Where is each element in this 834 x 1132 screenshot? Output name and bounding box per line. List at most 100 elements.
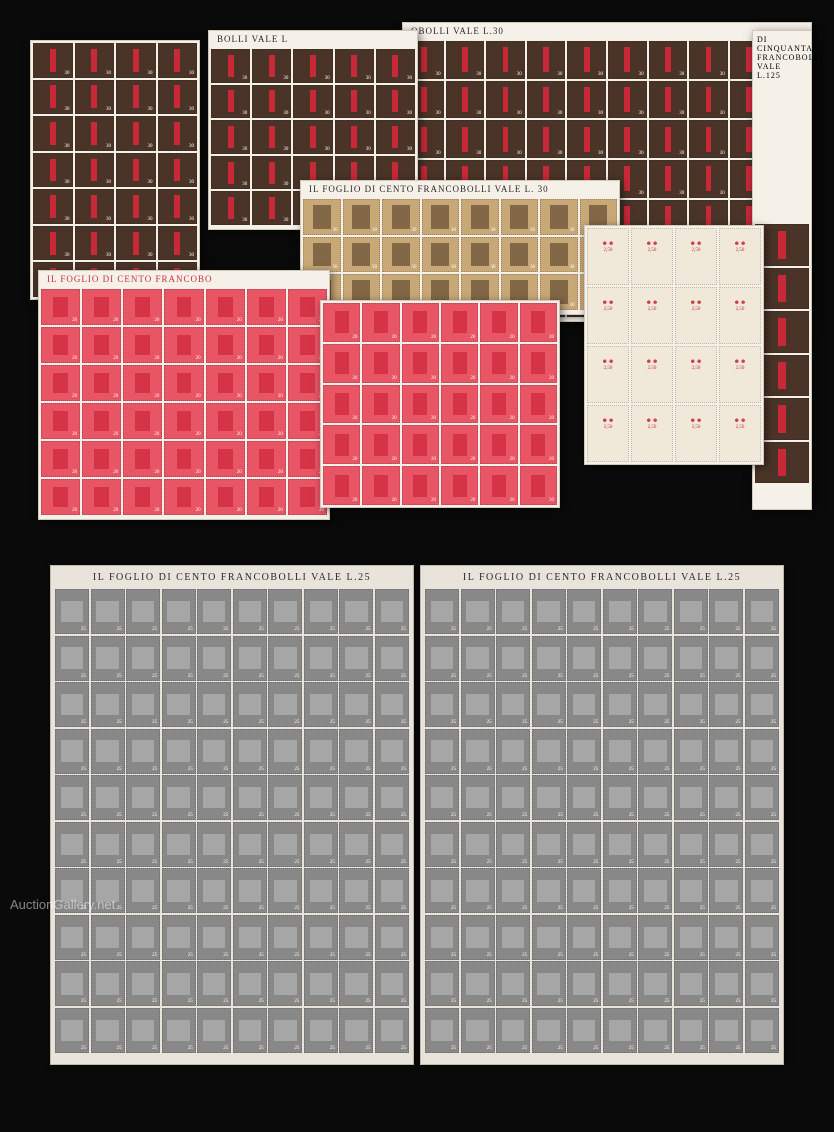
stamp: 30 (608, 81, 647, 119)
stamp: 25 (461, 1008, 495, 1053)
stamp: 20 (323, 466, 360, 505)
stamp: 25 (567, 775, 601, 820)
stamp: 25 (674, 1008, 708, 1053)
stamp: 25 (425, 775, 459, 820)
stamp: 30 (461, 237, 499, 273)
stamp: 20 (82, 441, 121, 477)
stamp: 25 (567, 729, 601, 774)
stamp: 25 (339, 682, 373, 727)
stamp: 30 (376, 120, 415, 154)
stamp-grid: 2525252525252525252525252525252525252525… (51, 587, 413, 1059)
stamp: 20 (123, 327, 162, 363)
stamp: 25 (339, 868, 373, 913)
stamp: 30 (211, 120, 250, 154)
stamp: 30 (689, 81, 728, 119)
watermark-text: AuctionGallery.net (10, 897, 115, 912)
stamp: 20 (206, 479, 245, 515)
stamp: ☻☻2,50 (719, 405, 761, 462)
stamp: 30 (33, 153, 73, 188)
stamp: 25 (339, 1008, 373, 1053)
stamp: 25 (461, 822, 495, 867)
stamp-grid: 2525252525252525252525252525252525252525… (421, 587, 783, 1059)
stamp: 25 (532, 729, 566, 774)
stamp: 30 (158, 153, 198, 188)
stamp: 30 (252, 85, 291, 119)
stamp: 25 (532, 915, 566, 960)
stamp: 25 (91, 682, 125, 727)
stamp: 20 (123, 365, 162, 401)
stamp: 25 (603, 915, 637, 960)
stamp: 20 (441, 344, 478, 383)
stamp: 25 (603, 589, 637, 634)
stamp: 25 (197, 682, 231, 727)
stamp: 25 (268, 868, 302, 913)
stamp: 25 (638, 822, 672, 867)
stamp-grid: 3030303030303030303030303030303030303030… (31, 41, 199, 299)
stamp: 25 (233, 682, 267, 727)
stamp: 25 (304, 1008, 338, 1053)
stamp: ☻☻2,50 (587, 287, 629, 344)
stamp: 25 (567, 868, 601, 913)
stamp-grid: ☻☻2,50☻☻2,50☻☻2,50☻☻2,50☻☻2,50☻☻2,50☻☻2,… (585, 226, 763, 464)
sheet-pink-right: 2020202020202020202020202020202020202020… (320, 300, 560, 508)
stamp: 25 (567, 822, 601, 867)
stamp: 30 (382, 199, 420, 235)
stamp: 25 (91, 775, 125, 820)
stamp: 20 (441, 303, 478, 342)
gray-header: IL FOGLIO DI CENTO FRANCOBOLLI VALE L.25 (421, 566, 783, 587)
stamp: 20 (323, 425, 360, 464)
stamp: 30 (75, 43, 115, 78)
stamp: 20 (323, 385, 360, 424)
stamp: 25 (638, 682, 672, 727)
stamp: 25 (162, 868, 196, 913)
stamp: 20 (247, 441, 286, 477)
stamp: 25 (197, 636, 231, 681)
stamp: 30 (33, 189, 73, 224)
stamp: 20 (520, 303, 557, 342)
stamp: 30 (75, 189, 115, 224)
stamp: 30 (303, 237, 341, 273)
stamp: 30 (446, 41, 485, 79)
stamp: 25 (55, 729, 89, 774)
stamp: 20 (247, 365, 286, 401)
stamp: 25 (425, 682, 459, 727)
stamp: 20 (164, 327, 203, 363)
stamp: 25 (425, 868, 459, 913)
stamp: 25 (638, 729, 672, 774)
stamp: 20 (480, 425, 517, 464)
stamp: 25 (126, 915, 160, 960)
stamp: 30 (567, 120, 606, 158)
stamp: 20 (441, 385, 478, 424)
stamp: 20 (323, 344, 360, 383)
stamp: 25 (375, 961, 409, 1006)
stamp: 30 (649, 120, 688, 158)
stamp: 20 (247, 403, 286, 439)
stamp: 20 (402, 425, 439, 464)
stamp: 25 (709, 729, 743, 774)
stamp: 20 (41, 289, 80, 325)
stamp: 25 (425, 1008, 459, 1053)
stamp: 25 (339, 915, 373, 960)
stamp: 25 (197, 775, 231, 820)
stamp: 25 (603, 682, 637, 727)
stamp: 30 (689, 41, 728, 79)
stamp: 25 (674, 729, 708, 774)
stamp: 20 (402, 466, 439, 505)
stamp-grid: 3030303030303030303030303030303030303030… (301, 197, 619, 312)
stamp: 30 (608, 120, 647, 158)
stamp: 30 (649, 41, 688, 79)
stamp: 30 (33, 116, 73, 151)
stamp: 25 (55, 822, 89, 867)
stamp: 25 (126, 1008, 160, 1053)
stamp: 25 (91, 915, 125, 960)
stamp: ☻☻2,50 (675, 346, 717, 403)
stamp: 30 (252, 49, 291, 83)
stamp: 30 (689, 120, 728, 158)
stamp: 25 (268, 636, 302, 681)
stamp: 30 (293, 85, 332, 119)
stamp: 25 (532, 868, 566, 913)
gray-header: IL FOGLIO DI CENTO FRANCOBOLLI VALE L.25 (51, 566, 413, 587)
sheet-brown-left: 3030303030303030303030303030303030303030… (30, 40, 200, 300)
stamp: 20 (206, 403, 245, 439)
stamp: 20 (402, 385, 439, 424)
